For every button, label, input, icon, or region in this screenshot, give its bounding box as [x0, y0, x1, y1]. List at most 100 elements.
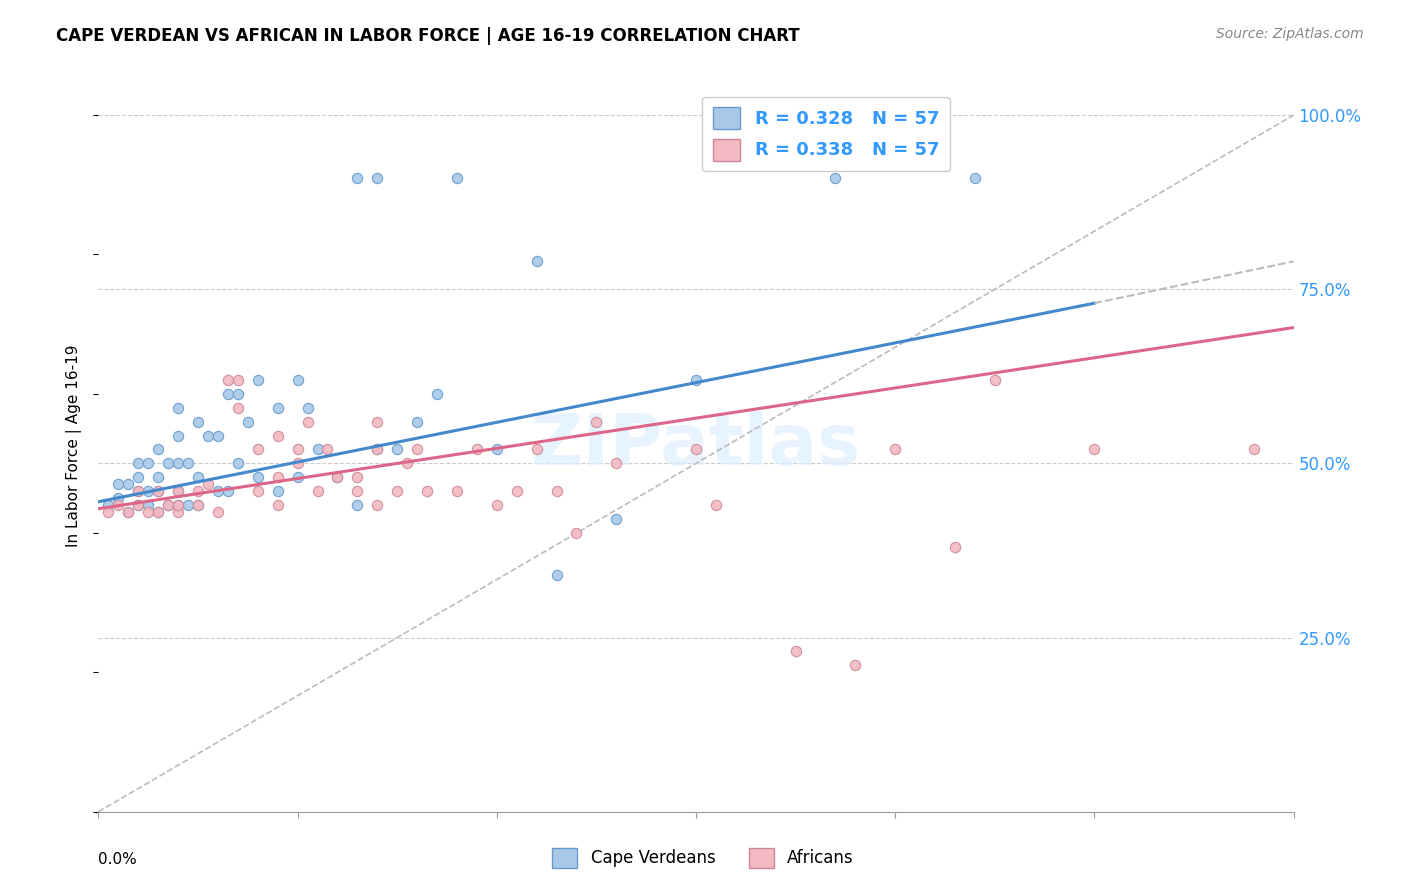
Point	[287, 470, 309, 484]
Point	[107, 491, 129, 506]
Point	[167, 401, 190, 415]
Point	[963, 170, 986, 185]
Point	[187, 415, 209, 429]
Point	[984, 373, 1007, 387]
Point	[506, 484, 529, 499]
Point	[366, 498, 388, 512]
Point	[127, 484, 149, 499]
Point	[366, 170, 388, 185]
Point	[217, 386, 239, 401]
Point	[326, 470, 349, 484]
Point	[316, 442, 339, 457]
Point	[226, 386, 249, 401]
Point	[326, 470, 349, 484]
Point	[605, 457, 627, 471]
Point	[217, 484, 239, 499]
Point	[157, 457, 180, 471]
Point	[148, 470, 170, 484]
Point	[605, 512, 627, 526]
Point	[267, 401, 290, 415]
Point	[217, 373, 239, 387]
Point	[446, 484, 468, 499]
Point	[246, 442, 269, 457]
Point	[585, 415, 607, 429]
Y-axis label: In Labor Force | Age 16-19: In Labor Force | Age 16-19	[66, 344, 83, 548]
Point	[346, 170, 368, 185]
Point	[236, 415, 259, 429]
Point	[844, 658, 866, 673]
Point	[267, 470, 290, 484]
Text: ZIPatlas: ZIPatlas	[531, 411, 860, 481]
Point	[127, 498, 149, 512]
Point	[246, 373, 269, 387]
Point	[267, 498, 290, 512]
Point	[187, 484, 209, 499]
Point	[1243, 442, 1265, 457]
Point	[148, 484, 170, 499]
Point	[366, 415, 388, 429]
Point	[704, 498, 727, 512]
Point	[117, 477, 139, 491]
Point	[136, 484, 159, 499]
Point	[297, 415, 319, 429]
Text: 0.0%: 0.0%	[98, 852, 138, 867]
Point	[385, 484, 409, 499]
Point	[136, 457, 159, 471]
Point	[167, 484, 190, 499]
Point	[187, 498, 209, 512]
Point	[226, 401, 249, 415]
Point	[207, 428, 229, 442]
Point	[167, 498, 190, 512]
Point	[136, 505, 159, 519]
Point	[346, 498, 368, 512]
Point	[824, 170, 846, 185]
Point	[97, 498, 120, 512]
Point	[366, 442, 388, 457]
Point	[406, 415, 429, 429]
Point	[287, 457, 309, 471]
Point	[136, 498, 159, 512]
Point	[148, 505, 170, 519]
Point	[546, 484, 568, 499]
Point	[207, 484, 229, 499]
Point	[385, 442, 409, 457]
Point	[148, 484, 170, 499]
Point	[148, 505, 170, 519]
Point	[157, 498, 180, 512]
Point	[167, 505, 190, 519]
Point	[167, 428, 190, 442]
Point	[127, 484, 149, 499]
Point	[197, 477, 219, 491]
Point	[177, 457, 200, 471]
Point	[226, 373, 249, 387]
Point	[1083, 442, 1105, 457]
Point	[117, 505, 139, 519]
Point	[167, 484, 190, 499]
Point	[943, 540, 966, 554]
Point	[465, 442, 488, 457]
Point	[546, 567, 568, 582]
Point	[426, 386, 449, 401]
Point	[884, 442, 907, 457]
Point	[346, 470, 368, 484]
Point	[526, 254, 548, 268]
Point	[127, 498, 149, 512]
Point	[485, 442, 508, 457]
Point	[307, 484, 329, 499]
Point	[287, 373, 309, 387]
Point	[107, 477, 129, 491]
Point	[346, 484, 368, 499]
Point	[267, 428, 290, 442]
Point	[685, 373, 707, 387]
Point	[148, 442, 170, 457]
Text: CAPE VERDEAN VS AFRICAN IN LABOR FORCE | AGE 16-19 CORRELATION CHART: CAPE VERDEAN VS AFRICAN IN LABOR FORCE |…	[56, 27, 800, 45]
Point	[117, 505, 139, 519]
Point	[107, 498, 129, 512]
Legend: R = 0.328   N = 57, R = 0.338   N = 57: R = 0.328 N = 57, R = 0.338 N = 57	[702, 96, 950, 171]
Point	[416, 484, 439, 499]
Point	[785, 644, 807, 658]
Point	[127, 470, 149, 484]
Point	[127, 457, 149, 471]
Point	[197, 428, 219, 442]
Point	[207, 505, 229, 519]
